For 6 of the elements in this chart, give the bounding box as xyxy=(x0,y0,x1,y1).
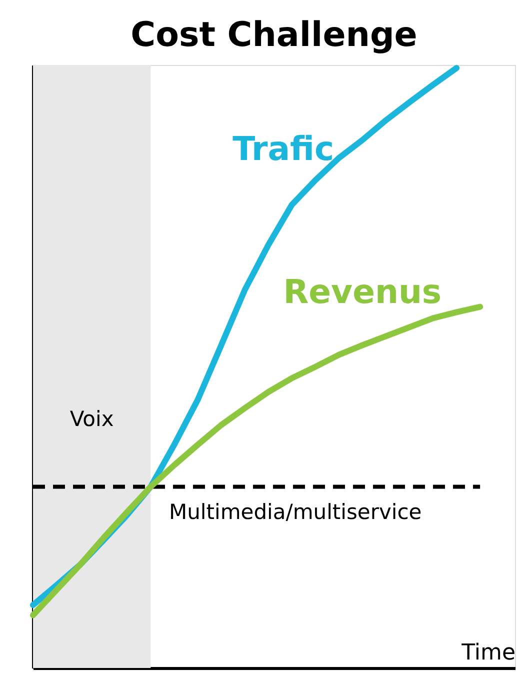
chart-title: Cost Challenge xyxy=(130,15,418,55)
x-axis-title: Time xyxy=(460,640,516,666)
ref-line-label: Multimedia/multiservice xyxy=(169,500,422,524)
annotation: Voix xyxy=(70,407,114,431)
series-label: Trafic xyxy=(232,129,334,168)
series-label: Revenus xyxy=(283,272,442,312)
